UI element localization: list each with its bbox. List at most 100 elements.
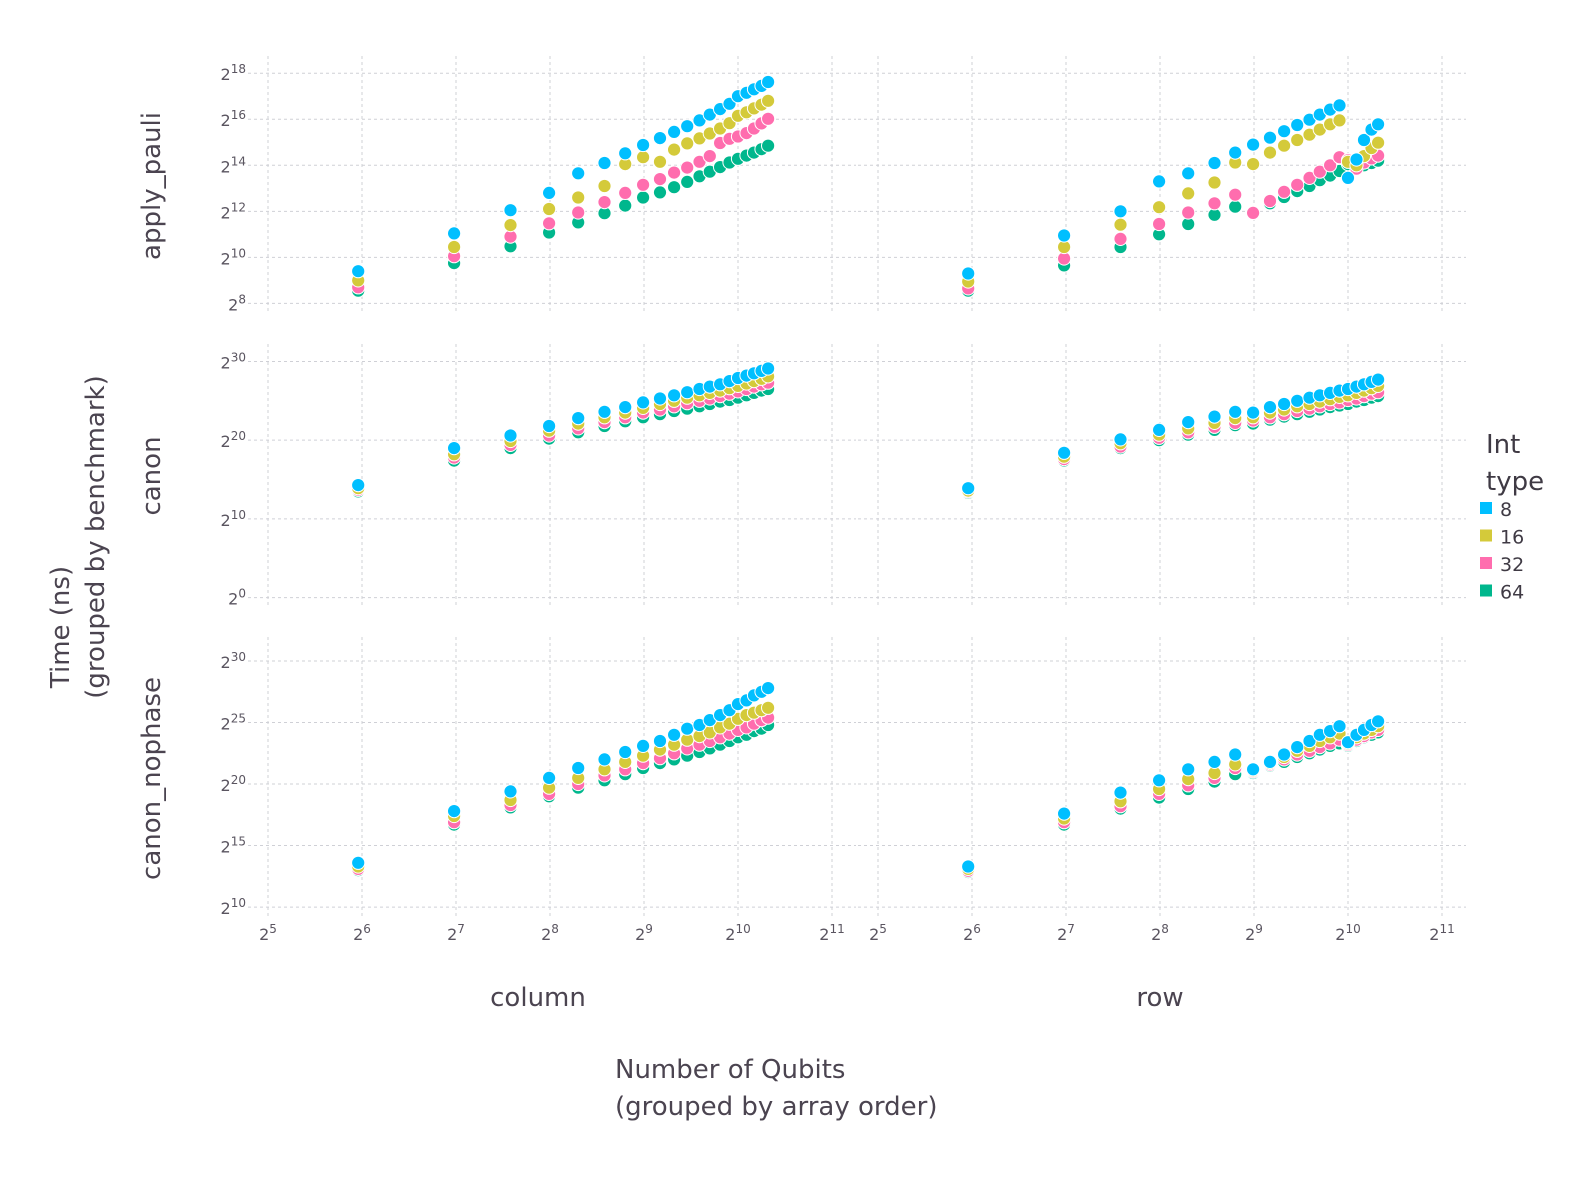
point-int8	[1207, 409, 1222, 424]
point-int32	[1290, 177, 1305, 192]
legend-label-16: 16	[1500, 527, 1524, 549]
y-tick-label: 215	[221, 835, 246, 857]
point-int8	[618, 146, 633, 161]
point-int8	[447, 226, 462, 241]
point-int8	[447, 804, 462, 819]
y-tick-label: 210	[221, 896, 246, 918]
x-axis-title-line-2: (grouped by array order)	[615, 1092, 938, 1122]
point-int8	[1356, 132, 1372, 148]
legend-label-8: 8	[1500, 499, 1512, 521]
point-int8	[1262, 754, 1278, 770]
point-int16	[597, 178, 612, 194]
point-int8	[503, 203, 518, 218]
point-int8	[571, 411, 586, 426]
point-int32	[618, 185, 633, 200]
point-int8	[571, 760, 586, 776]
point-int16	[1246, 157, 1261, 172]
point-int8	[542, 418, 557, 434]
y-tick-label: 28	[228, 292, 246, 314]
point-int8	[1290, 117, 1305, 133]
legend-label-32: 32	[1500, 554, 1524, 576]
data-points	[351, 74, 1386, 880]
point-int8	[680, 721, 695, 736]
point-int8	[636, 395, 651, 410]
facet-col-label-row: row	[1136, 983, 1183, 1013]
point-int8	[1371, 714, 1386, 729]
point-int8	[1246, 405, 1261, 420]
point-int8	[680, 385, 695, 400]
point-int16	[1262, 145, 1278, 160]
point-int8	[761, 361, 776, 376]
point-int8	[1277, 396, 1292, 412]
point-int64	[1228, 199, 1243, 214]
y-tick-label: 225	[221, 712, 246, 734]
point-int16	[503, 218, 518, 233]
tick-labels: 28 210 212 214 216 218 20 210 220 230 210 215 220 225…	[221, 62, 1455, 944]
point-int32	[1262, 193, 1278, 209]
facet-row-label-canon_nophase: canon_nophase	[137, 677, 167, 880]
point-int8	[1228, 404, 1243, 419]
y-tick-label: 214	[221, 154, 246, 176]
point-int16	[1371, 135, 1386, 150]
y-axis-title-line-1: Time (ns)	[46, 566, 76, 689]
point-int16	[571, 190, 586, 205]
point-int8	[761, 74, 776, 90]
point-int32	[680, 160, 695, 175]
point-int16	[667, 142, 682, 157]
point-int8	[1332, 98, 1347, 113]
x-tick-label: 28	[1151, 922, 1169, 944]
point-int16	[542, 201, 557, 217]
y-tick-label: 212	[221, 200, 246, 222]
point-int8	[1207, 754, 1222, 770]
point-int32	[1207, 196, 1222, 211]
point-int8	[1290, 393, 1305, 408]
point-int8	[447, 441, 462, 456]
point-int8	[1181, 762, 1196, 777]
point-int8	[1113, 204, 1128, 219]
point-int8	[1332, 719, 1347, 734]
point-int16	[1290, 132, 1305, 148]
point-int8	[1349, 152, 1364, 167]
x-tick-label: 25	[259, 922, 277, 944]
point-int16	[761, 700, 776, 715]
point-int8	[1207, 155, 1222, 171]
point-int8	[961, 266, 976, 281]
x-tick-label: 27	[447, 922, 465, 944]
point-int8	[1262, 400, 1278, 415]
y-tick-label: 218	[221, 62, 246, 84]
point-int8	[1277, 124, 1292, 139]
point-int16	[1277, 138, 1292, 153]
point-int8	[652, 131, 668, 146]
point-int32	[652, 172, 668, 187]
point-int64	[652, 185, 668, 200]
y-tick-label: 210	[221, 246, 246, 268]
point-int8	[1152, 174, 1167, 189]
point-int8	[652, 733, 668, 749]
point-int8	[1371, 117, 1386, 132]
point-int8	[1057, 445, 1072, 460]
x-tick-label: 211	[819, 922, 844, 944]
x-axis-title-line-1: Number of Qubits	[615, 1055, 845, 1085]
point-int8	[1113, 785, 1128, 800]
y-axis-title-line-2: (grouped by benchmark)	[81, 375, 111, 698]
point-int8	[1113, 432, 1128, 447]
point-int8	[680, 119, 695, 134]
x-tick-label: 29	[1245, 922, 1263, 944]
facet-col-label-column: column	[490, 983, 586, 1013]
x-tick-label: 27	[1057, 922, 1075, 944]
point-int16	[1181, 186, 1196, 201]
point-int8	[1152, 422, 1167, 437]
y-tick-label: 220	[221, 773, 246, 795]
point-int8	[961, 481, 976, 496]
point-int64	[761, 138, 776, 153]
legend-label-64: 64	[1500, 582, 1524, 604]
point-int8	[667, 727, 682, 742]
x-tick-label: 29	[635, 922, 653, 944]
point-int16	[680, 136, 695, 151]
point-int8	[351, 855, 366, 870]
point-int32	[702, 149, 717, 164]
legend-title-line-2: type	[1486, 467, 1544, 497]
point-int32	[1181, 205, 1196, 220]
y-tick-label: 220	[221, 429, 246, 451]
